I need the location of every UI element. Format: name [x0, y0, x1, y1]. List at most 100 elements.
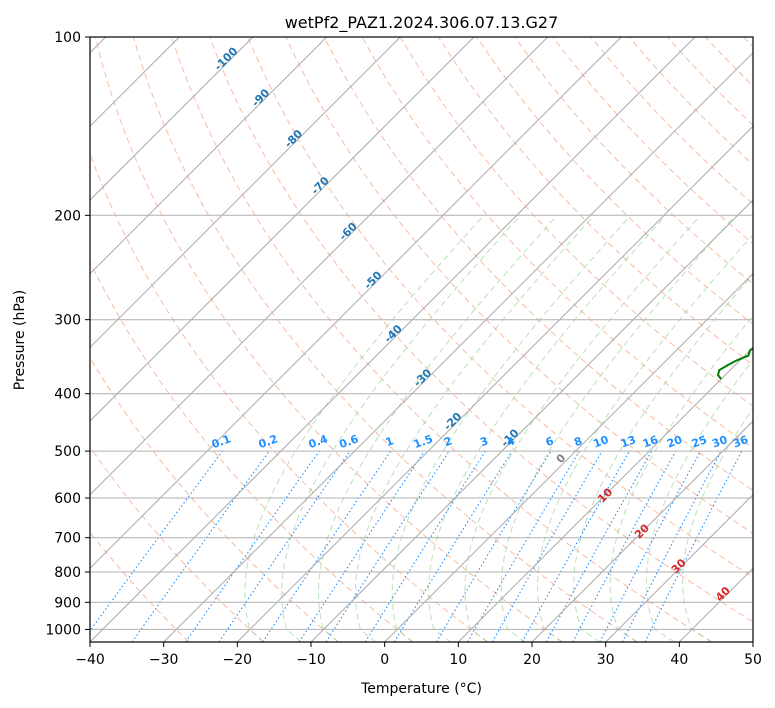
mixing-ratio-label: 0.1 [210, 432, 233, 451]
isotherm-line [90, 37, 475, 422]
x-tick-label: −40 [75, 652, 105, 668]
warm-isotherm-label: 0 [554, 451, 569, 466]
x-tick-label: 0 [380, 652, 389, 668]
moist-adiabat-line [354, 214, 595, 642]
isotherm-line [605, 493, 753, 642]
plot-frame [89, 36, 754, 643]
isotherm-line [90, 37, 328, 275]
isotherm-line [90, 37, 401, 349]
x-tick-label: 50 [744, 652, 762, 668]
mixing-ratio-label: 4 [505, 434, 517, 449]
dry-adiabat-line [514, 37, 753, 285]
isotherm-line [90, 37, 696, 642]
isotherm-label: -50 [361, 268, 384, 291]
isotherm-label: -90 [249, 86, 272, 109]
isotherm-line [236, 125, 753, 642]
x-tick-label: 40 [670, 652, 688, 668]
isotherm-labels: -100-90-80-70-60-50-40-30-20-10 [212, 44, 522, 449]
y-tick-label: 500 [54, 444, 81, 460]
mixing-ratio-line [599, 450, 701, 642]
isotherm-line [531, 420, 753, 642]
warm-isotherm-label: 40 [713, 584, 733, 604]
y-axis-label: Pressure (hPa) [12, 290, 28, 390]
dry-adiabat-line [590, 37, 753, 205]
y-tick-label: 800 [54, 565, 81, 581]
mixing-ratio-label: 25 [690, 433, 709, 450]
dry-adiabat-line [743, 37, 753, 48]
moist-adiabat-line [609, 314, 753, 642]
x-axis-label: Temperature (°C) [360, 681, 482, 697]
isotherm-line [310, 199, 753, 642]
isotherm-line [384, 272, 753, 642]
isotherm-line [457, 346, 753, 642]
isotherm-line [752, 641, 753, 642]
mixing-ratio-label: 30 [710, 433, 729, 451]
x-axis-ticks: −40 −30 −20 −10 0 10 20 30 40 50 [75, 642, 762, 668]
moist-adiabat-line [500, 214, 736, 642]
mixing-ratio-label: 13 [619, 433, 638, 450]
mixing-ratio-label: 0.2 [257, 432, 280, 451]
y-tick-label: 700 [54, 531, 81, 547]
mixing-ratio-line [467, 450, 580, 642]
mixing-ratio-label: 36 [731, 433, 750, 451]
moist-adiabat-line [573, 273, 753, 642]
x-tick-label: 10 [449, 652, 467, 668]
background-lines [90, 37, 753, 642]
dewpoint-line [716, 346, 753, 380]
mixing-ratio-label: 1.5 [412, 432, 435, 451]
y-tick-label: 1000 [45, 622, 81, 638]
mixing-ratio-labels: 0.1 0.2 0.4 0.6 1 1.5 2 3 4 6 8 10 13 16 20 25 30 36 [210, 432, 751, 451]
y-tick-label: 300 [54, 313, 81, 329]
isotherm-line [90, 37, 254, 201]
dry-adiabat-line [704, 37, 753, 87]
dry-adiabat-line [247, 37, 753, 578]
x-tick-label: −30 [149, 652, 179, 668]
isotherm-line [678, 567, 753, 642]
mixing-ratio-line [131, 450, 270, 642]
moist-adiabat-line [391, 214, 632, 642]
mixing-ratio-label: 2 [442, 434, 454, 449]
mixing-ratio-label: 8 [572, 434, 584, 449]
y-tick-label: 600 [54, 491, 81, 507]
dry-adiabat-line [171, 37, 712, 642]
mixing-ratio-line [218, 450, 351, 642]
x-tick-label: 30 [597, 652, 615, 668]
dry-adiabat-line [666, 37, 753, 126]
moist-adiabat-line [537, 233, 753, 642]
mixing-ratio-label: 0.6 [338, 432, 361, 451]
mixing-ratio-line [521, 450, 630, 642]
y-tick-label: 200 [54, 208, 81, 224]
isotherm-label: -100 [212, 44, 241, 73]
isotherm-label: -40 [382, 322, 405, 345]
isotherm-line [163, 51, 753, 642]
dry-adiabat-line [90, 356, 339, 642]
mixing-ratio-label: 3 [478, 434, 490, 449]
mixing-ratio-label: 6 [544, 434, 556, 449]
dry-adiabat-line [285, 37, 753, 535]
mixing-ratio-line [644, 450, 743, 642]
isotherm-label: -60 [337, 220, 360, 243]
mixing-ratio-label: 0.4 [307, 432, 330, 451]
mixing-ratio-line [325, 450, 450, 642]
moist-adiabat-line [682, 407, 753, 642]
x-tick-label: −20 [223, 652, 253, 668]
isotherm-line [90, 37, 549, 496]
isotherm-line [90, 37, 622, 570]
moist-adiabat-line [318, 214, 558, 642]
moist-adiabat-line [244, 214, 485, 642]
dry-adiabat-line [476, 37, 753, 325]
moist-adiabat-line [281, 214, 521, 642]
moist-adiabat-line [645, 358, 753, 642]
mixing-ratio-label: 10 [591, 433, 610, 451]
dry-adiabat-line [437, 37, 753, 366]
mixing-ratio-line [572, 450, 677, 642]
x-tick-label: −10 [296, 652, 326, 668]
mixing-ratio-label: 1 [384, 434, 396, 449]
dry-adiabat-line [90, 446, 264, 642]
mixing-ratio-label: 20 [665, 433, 684, 451]
mixing-ratio-label: 16 [641, 433, 660, 451]
isotherm-label: -20 [441, 410, 464, 433]
sounding-series [716, 346, 753, 380]
